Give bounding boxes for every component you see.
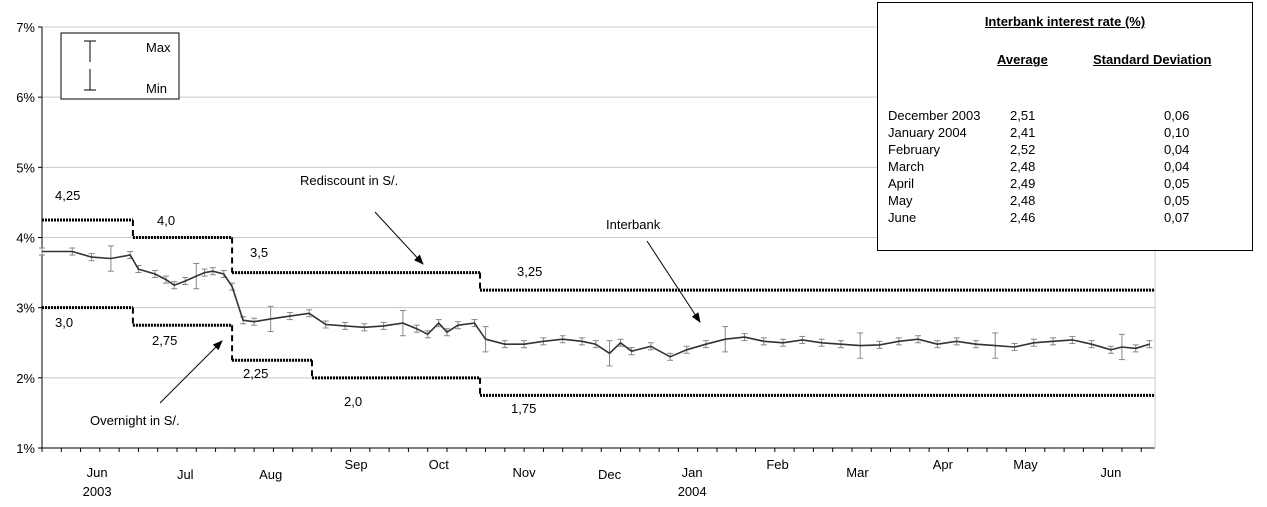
step-value-label: 1,75 — [511, 401, 536, 416]
table-title: Interbank interest rate (%) — [984, 14, 1146, 29]
interbank-line — [42, 250, 1150, 358]
x-month-label: Mar — [846, 465, 869, 480]
y-tick-label: 1% — [16, 441, 35, 456]
row-std-dev: 0,10 — [1164, 125, 1190, 140]
series-label-overnight: Overnight in S/. — [90, 413, 180, 428]
row-std-dev: 0,04 — [1164, 159, 1190, 174]
row-std-dev: 0,06 — [1164, 108, 1190, 123]
x-year-label: 2003 — [83, 484, 112, 499]
x-month-label: Jun — [87, 465, 108, 480]
step-value-label: 2,0 — [344, 394, 362, 409]
step-value-label: 3,5 — [250, 245, 268, 260]
interbank-series — [39, 245, 1153, 367]
x-month-label: Dec — [598, 467, 622, 482]
arrow-overnight — [159, 340, 223, 404]
legend-frame — [60, 32, 180, 100]
step-value-label: 2,25 — [243, 366, 268, 381]
legend-min-label: Min — [146, 81, 167, 96]
x-month-label: Sep — [344, 457, 367, 472]
row-average: 2,51 — [1010, 108, 1036, 123]
series-label-rediscount: Rediscount in S/. — [300, 173, 398, 188]
x-axis-ticks: Jun Jul Aug Sep Oct Nov Dec Jan Feb Mar Apr May Jun 2… — [41, 448, 1142, 499]
x-month-label: Aug — [259, 467, 282, 482]
x-month-label: Nov — [513, 465, 537, 480]
row-std-dev: 0,04 — [1164, 142, 1190, 157]
row-month: June — [888, 210, 917, 225]
row-month: April — [888, 176, 915, 191]
arrow-interbank — [646, 240, 701, 323]
table-row: February 2,52 0,04 — [888, 142, 1238, 158]
legend-box: Max Min — [60, 32, 180, 100]
step-value-label: 3,25 — [517, 264, 542, 279]
y-tick-label: 4% — [16, 231, 35, 246]
x-month-label: Oct — [429, 457, 450, 472]
interbank-stats-table: Interbank interest rate (%) Average Stan… — [877, 2, 1253, 251]
table-row: January 2004 2,41 0,10 — [888, 125, 1238, 141]
col-header-std-dev: Standard Deviation — [1093, 52, 1212, 67]
row-average: 2,46 — [1010, 210, 1036, 225]
arrow-rediscount — [374, 211, 424, 265]
x-month-label: Apr — [933, 457, 954, 472]
row-std-dev: 0,05 — [1164, 176, 1190, 191]
step-value-label: 3,0 — [55, 315, 73, 330]
y-tick-label: 6% — [16, 90, 35, 105]
row-average: 2,52 — [1010, 142, 1036, 157]
annotations: 4,25 4,0 3,5 3,25 3,0 2,75 2,25 2,0 1,75 Rediscou… — [55, 173, 701, 428]
legend-max-label: Max — [146, 40, 171, 55]
row-std-dev: 0,05 — [1164, 193, 1190, 208]
row-average: 2,48 — [1010, 159, 1036, 174]
row-month: December 2003 — [888, 108, 981, 123]
row-average: 2,41 — [1010, 125, 1036, 140]
table-row: June 2,46 0,07 — [888, 210, 1238, 226]
x-month-label: Jul — [177, 467, 194, 482]
row-month: March — [888, 159, 925, 174]
row-month: May — [888, 193, 913, 208]
x-year-label: 2004 — [678, 484, 707, 499]
col-header-average: Average — [997, 52, 1048, 67]
y-tick-label: 3% — [16, 301, 35, 316]
table-row: April 2,49 0,05 — [888, 176, 1238, 192]
y-axis-ticks: 1% 2% 3% 4% 5% 6% 7% — [16, 20, 42, 456]
y-tick-label: 7% — [16, 20, 35, 35]
row-average: 2,49 — [1010, 176, 1036, 191]
x-month-label: Jan — [682, 465, 703, 480]
step-value-label: 2,75 — [152, 333, 177, 348]
row-average: 2,48 — [1010, 193, 1036, 208]
y-tick-label: 2% — [16, 371, 35, 386]
x-month-label: Feb — [766, 457, 788, 472]
table-row: May 2,48 0,05 — [888, 193, 1238, 209]
table-row: March 2,48 0,04 — [888, 159, 1238, 175]
x-month-label: May — [1013, 457, 1038, 472]
x-month-label: Jun — [1100, 465, 1121, 480]
step-value-label: 4,25 — [55, 188, 80, 203]
policy-rate-steps — [42, 218, 1155, 397]
y-tick-label: 5% — [16, 160, 35, 175]
table-row: December 2003 2,51 0,06 — [888, 108, 1238, 124]
row-std-dev: 0,07 — [1164, 210, 1190, 225]
step-value-label: 4,0 — [157, 213, 175, 228]
row-month: January 2004 — [888, 125, 967, 140]
row-month: February — [888, 142, 941, 157]
series-label-interbank: Interbank — [606, 217, 661, 232]
